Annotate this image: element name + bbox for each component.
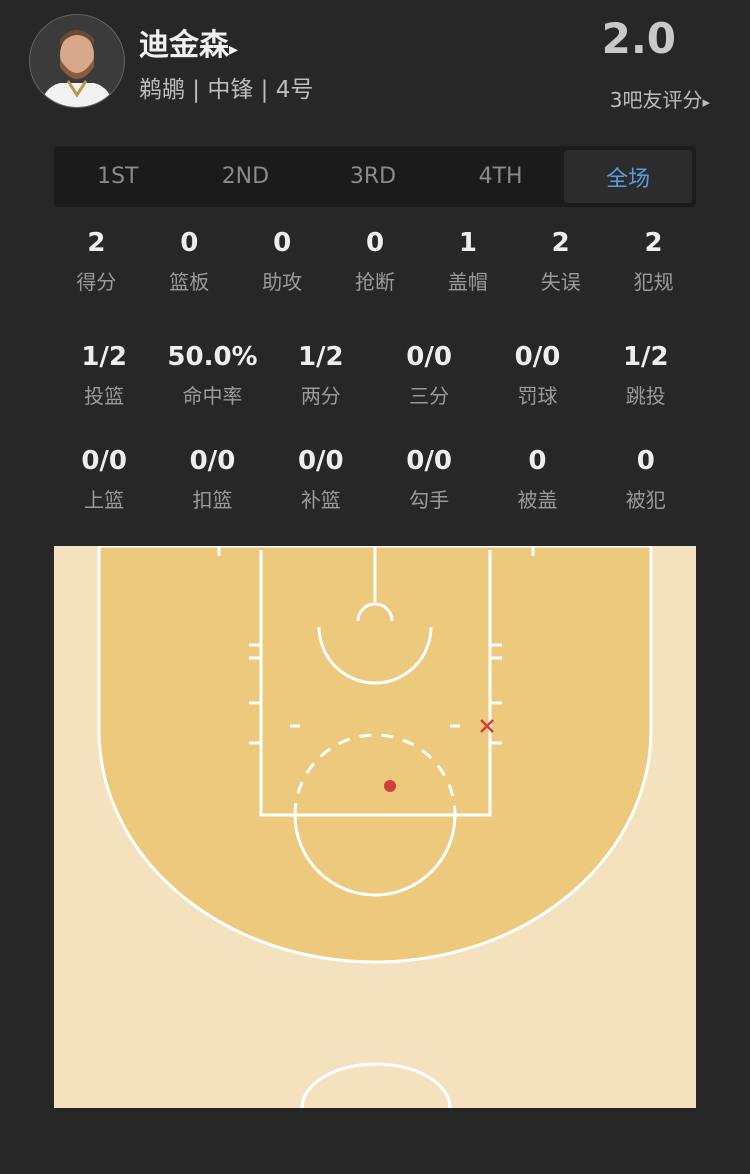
player-avatar[interactable] (29, 14, 125, 108)
stat-label: 跳投 (625, 384, 666, 408)
tab-2nd[interactable]: 2ND (221, 164, 270, 189)
stat-cell: 0 被犯 (592, 446, 700, 513)
stat-label: 助攻 (262, 270, 303, 294)
stat-label: 得分 (76, 270, 117, 294)
lane-hash-marks (249, 643, 502, 745)
stat-label: 抢断 (355, 270, 395, 294)
stat-label: 扣篮 (192, 488, 233, 512)
stat-label: 犯规 (633, 270, 674, 294)
stat-label: 篮板 (169, 270, 210, 294)
tab-1st[interactable]: 1ST (97, 164, 139, 189)
stat-value: 0 (365, 228, 385, 258)
free-throw-circle-bottom (293, 814, 457, 897)
player-name: 迪金森 (139, 28, 229, 63)
tab-full-game[interactable]: 全场 (564, 150, 692, 203)
stat-cell: 1 盖帽 (421, 228, 514, 295)
stats-main-row: 2 得分 0 篮板 0 助攻 0 抢断 1 盖帽 2 失误 2 犯规 (50, 228, 700, 295)
stat-label: 失误 (540, 270, 581, 294)
play-arrow-icon: ▸ (702, 93, 710, 111)
stat-label: 补篮 (300, 488, 341, 512)
stat-cell: 0/0 补篮 (267, 446, 375, 513)
stat-cell: 0/0 三分 (375, 342, 483, 409)
period-tabs: 1ST 2ND 3RD 4TH 全场 (54, 146, 696, 207)
stat-value: 2 (551, 228, 570, 258)
stat-cell: 1/2 两分 (267, 342, 375, 409)
stat-label: 命中率 (182, 384, 243, 408)
shot-chart-court (54, 546, 696, 1108)
shot-made-marker[interactable] (384, 780, 396, 792)
rim (356, 602, 394, 622)
stat-value: 2 (87, 228, 106, 258)
stat-cell: 0/0 罚球 (483, 342, 591, 409)
tab-4th[interactable]: 4TH (478, 164, 523, 189)
stat-cell: 50.0% 命中率 (158, 342, 266, 409)
restricted-arc (317, 626, 433, 685)
shot-missed-marker[interactable] (480, 719, 494, 733)
stat-cell: 1/2 跳投 (592, 342, 700, 409)
stat-cell: 0/0 扣篮 (158, 446, 266, 513)
stat-value: 0/0 (189, 446, 236, 476)
stat-value: 0/0 (297, 446, 344, 476)
stat-cell: 1/2 投篮 (50, 342, 158, 409)
player-info: 鹈鹕 | 中锋 | 4号 (139, 77, 314, 103)
three-point-line (97, 546, 653, 964)
stat-cell: 0 助攻 (236, 228, 329, 295)
stat-value: 1/2 (622, 342, 669, 372)
stat-label: 被盖 (517, 488, 558, 512)
stats-shot-type-row: 0/0 上篮 0/0 扣篮 0/0 补篮 0/0 勾手 0 被盖 0 被犯 (50, 446, 700, 513)
stat-cell: 0/0 勾手 (375, 446, 483, 513)
stats-shooting-row: 1/2 投篮 50.0% 命中率 1/2 两分 0/0 三分 0/0 罚球 1/2 跳投 (50, 342, 700, 409)
center-circle (300, 1062, 452, 1108)
stat-value: 2 (644, 228, 663, 258)
player-name-link[interactable]: 迪金森▸ (139, 20, 238, 64)
lane (259, 550, 492, 817)
player-rating: 2.0 (601, 14, 676, 63)
stat-value: 0 (528, 446, 547, 476)
stat-label: 两分 (300, 384, 341, 408)
stat-cell: 2 失误 (514, 228, 607, 295)
stat-label: 投篮 (84, 384, 125, 408)
stat-value: 0/0 (406, 342, 452, 372)
stat-cell: 2 犯规 (607, 228, 700, 295)
stat-value: 0/0 (406, 446, 452, 476)
stat-label: 罚球 (517, 384, 558, 408)
stat-label: 被犯 (625, 488, 666, 512)
raters-link[interactable]: 3吧友评分▸ (610, 84, 710, 113)
stat-cell: 2 得分 (50, 228, 143, 295)
stat-label: 勾手 (409, 488, 450, 512)
stat-label: 盖帽 (447, 270, 488, 294)
stat-value: 0/0 (514, 342, 561, 372)
stat-value: 0/0 (81, 446, 127, 476)
stat-label: 三分 (409, 384, 450, 408)
stat-cell: 0 篮板 (143, 228, 236, 295)
stat-value: 0 (180, 228, 199, 258)
stat-value: 0 (273, 228, 292, 258)
stat-value: 1/2 (297, 342, 344, 372)
stat-value: 1 (458, 228, 477, 258)
raters-count: 3吧友评分 (609, 88, 703, 112)
tab-3rd[interactable]: 3RD (349, 164, 397, 189)
play-arrow-icon: ▸ (229, 39, 239, 60)
stat-value: 1/2 (81, 342, 127, 372)
stat-value: 0 (636, 446, 655, 476)
stat-cell: 0 被盖 (483, 446, 591, 513)
stat-label: 上篮 (84, 488, 125, 512)
stat-value: 50.0% (167, 342, 258, 372)
stat-cell: 0/0 上篮 (50, 446, 158, 513)
stat-cell: 0 抢断 (329, 228, 422, 295)
